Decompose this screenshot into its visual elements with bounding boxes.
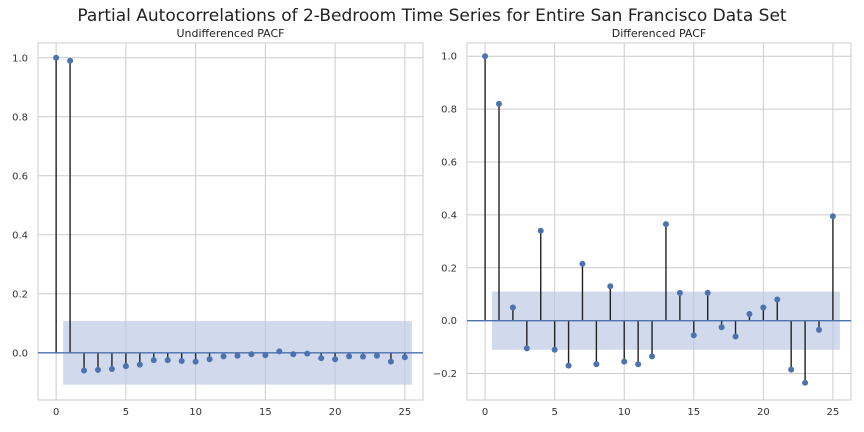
- diff-point-lag-3: [523, 345, 530, 352]
- undiff-point-lag-19: [318, 355, 325, 362]
- diff-point-lag-7: [579, 260, 586, 267]
- diff-point-lag-15: [690, 332, 697, 339]
- undiff-point-lag-6: [136, 361, 143, 368]
- diff-subplot-title: Differenced PACF: [612, 27, 706, 40]
- diff-point-lag-22: [788, 366, 795, 373]
- undiff-point-lag-10: [192, 358, 199, 365]
- diff-plot-frame: [466, 42, 852, 401]
- diff-point-lag-6: [565, 362, 572, 369]
- undiff-point-lag-21: [346, 353, 353, 360]
- undiff-point-lag-23: [373, 352, 380, 359]
- undiff-y-tick-label: 0.8: [12, 112, 28, 123]
- diff-point-lag-14: [676, 289, 683, 296]
- diff-pacf-panel: 0 5 10 15 20 25 −0.2 0.0 0.2 0.4 0.6 0.8 1.0 Differen…: [433, 27, 852, 418]
- undiff-x-tick-label: 15: [259, 407, 272, 418]
- diff-point-lag-5: [551, 346, 558, 353]
- diff-point-lag-8: [593, 361, 600, 368]
- undiff-point-lag-20: [332, 356, 339, 363]
- undiff-point-lag-15: [262, 352, 269, 359]
- undiff-y-tick-label: 1.0: [12, 53, 28, 64]
- diff-point-lag-12: [649, 353, 656, 360]
- undiff-point-lag-11: [206, 356, 213, 363]
- undiff-y-tick-label: 0.4: [12, 230, 28, 241]
- diff-x-tick-label: 20: [757, 407, 770, 418]
- diff-point-lag-17: [718, 324, 725, 331]
- undiff-point-lag-8: [164, 357, 171, 364]
- undiff-point-lag-13: [234, 352, 241, 359]
- undiff-point-lag-17: [290, 351, 297, 358]
- undiff-x-tick-label: 0: [53, 407, 59, 418]
- undiff-point-lag-12: [220, 353, 227, 360]
- undiff-pacf-panel: 0 5 10 15 20 25 0.0 0.2 0.4 0.6 0.8 1.0 Undifference…: [12, 27, 424, 418]
- undiff-point-lag-24: [387, 358, 394, 365]
- undiff-point-lag-16: [276, 348, 283, 355]
- undiff-point-lag-3: [94, 366, 101, 373]
- diff-point-lag-9: [607, 283, 614, 290]
- figure-title: Partial Autocorrelations of 2-Bedroom Ti…: [77, 6, 787, 26]
- diff-point-lag-11: [635, 361, 642, 368]
- diff-x-tick-label: 0: [482, 407, 488, 418]
- diff-y-tick-label: 0.0: [441, 316, 457, 327]
- diff-y-tick-label: 1.0: [441, 52, 457, 63]
- diff-point-lag-20: [760, 304, 767, 311]
- undiff-point-lag-5: [122, 363, 129, 370]
- diff-y-tick-label: 0.6: [441, 158, 457, 169]
- undiff-y-tick-label: 0.2: [12, 289, 28, 300]
- undiff-point-lag-4: [108, 366, 115, 373]
- diff-point-lag-1: [496, 100, 502, 107]
- diff-y-tick-label: 0.4: [441, 210, 457, 221]
- undiff-x-tick-label: 25: [398, 407, 411, 418]
- undiff-point-lag-25: [401, 354, 408, 361]
- undiff-x-tick-label: 20: [329, 407, 342, 418]
- diff-point-lag-24: [816, 326, 822, 333]
- diff-point-lag-25: [829, 213, 836, 220]
- diff-y-tick-label: −0.2: [433, 369, 457, 380]
- undiff-point-lag-7: [150, 357, 157, 364]
- diff-point-lag-23: [802, 379, 809, 386]
- undiff-point-lag-9: [178, 358, 185, 365]
- undiff-y-tick-label: 0.6: [12, 171, 28, 182]
- undiff-subplot-title: Undifferenced PACF: [177, 27, 285, 40]
- diff-x-tick-label: 10: [618, 407, 631, 418]
- undiff-point-lag-0: [53, 54, 60, 61]
- diff-point-lag-18: [732, 333, 739, 340]
- diff-y-tick-label: 0.2: [441, 263, 457, 274]
- undiff-point-lag-14: [248, 351, 255, 358]
- undiff-point-lag-1: [67, 57, 74, 64]
- undiff-point-lag-2: [81, 367, 88, 374]
- undiff-y-tick-label: 0.0: [12, 348, 28, 359]
- undiff-plot-frame: [37, 42, 424, 401]
- diff-point-lag-10: [621, 358, 628, 365]
- diff-point-lag-4: [537, 227, 544, 234]
- diff-point-lag-2: [509, 304, 516, 311]
- undiff-x-tick-label: 5: [123, 407, 129, 418]
- diff-point-lag-16: [704, 289, 711, 296]
- diff-point-lag-13: [662, 221, 669, 228]
- diff-y-tick-label: 0.8: [441, 105, 457, 116]
- diff-point-lag-19: [746, 311, 753, 318]
- diff-x-tick-label: 15: [687, 407, 700, 418]
- undiff-x-tick-label: 10: [189, 407, 202, 418]
- undiff-point-lag-18: [304, 350, 311, 357]
- undiff-point-lag-22: [360, 353, 367, 360]
- diff-x-tick-label: 25: [827, 407, 840, 418]
- diff-point-lag-0: [482, 53, 489, 60]
- diff-point-lag-21: [774, 296, 781, 303]
- diff-x-tick-label: 5: [551, 407, 557, 418]
